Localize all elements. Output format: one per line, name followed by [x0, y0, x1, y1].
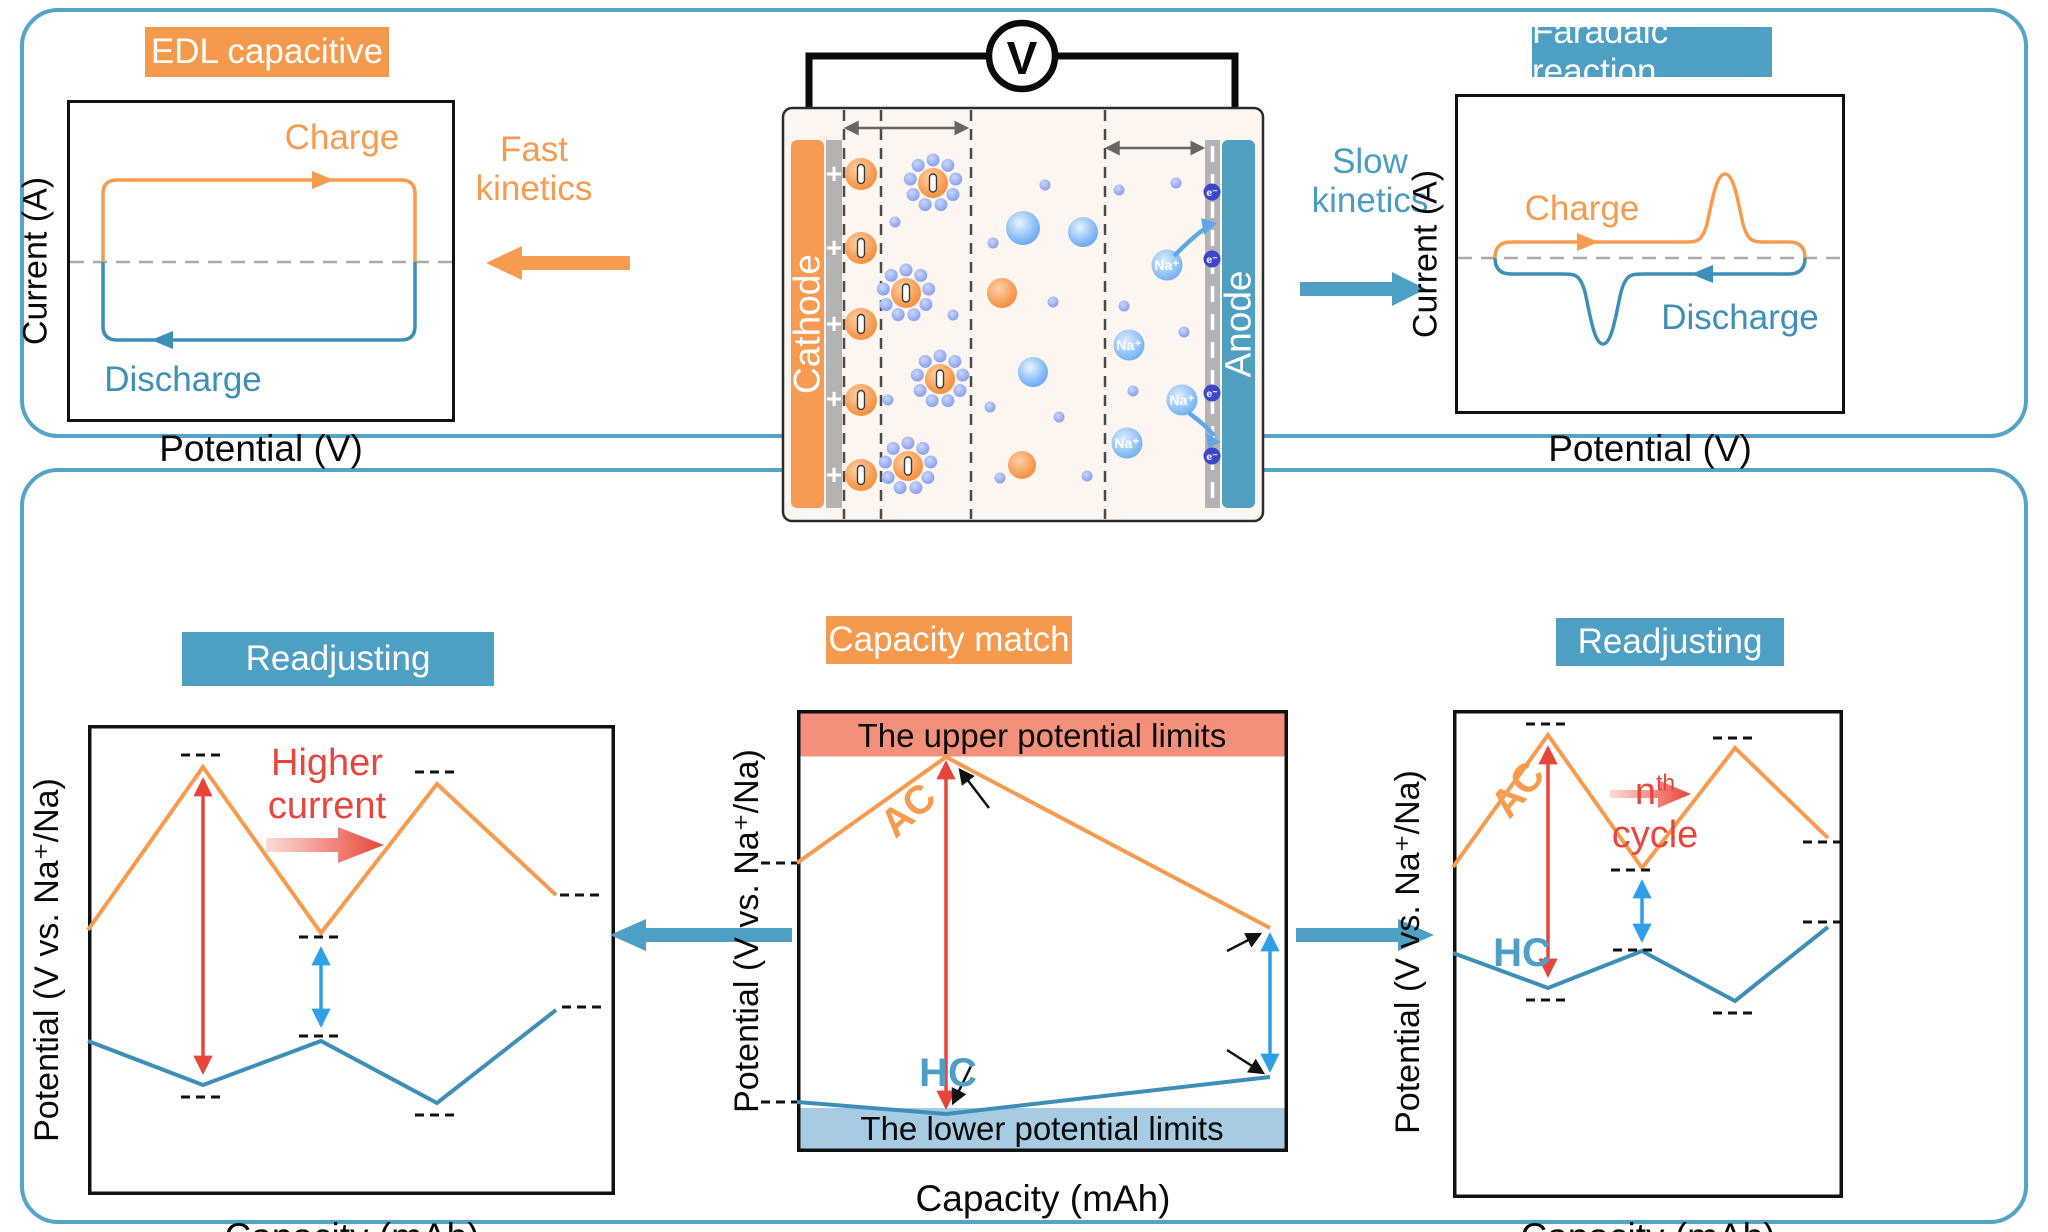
faradaic-charge-curve: [1493, 172, 1807, 259]
center-x-axis-label: Capacity (mAh): [915, 1178, 1171, 1219]
center-ac-curve: [795, 754, 1271, 930]
plus-icon: +: [826, 308, 842, 339]
cell-container: [781, 106, 1265, 523]
lower-potential-limit-band: [800, 1108, 1285, 1149]
solvent-dots: [882, 177, 1190, 484]
cell-schematic: Na⁺ e⁻ V Cathode + + + + +: [781, 19, 1265, 523]
potential-limit-ticks: [181, 753, 605, 1117]
upper-limit-label: The upper potential limits: [858, 717, 1227, 754]
readjusting-left-label: Readjusting: [245, 639, 431, 678]
center-to-left-arrow-icon: [610, 919, 792, 951]
nth-cycle-arrow-icon: [1610, 780, 1691, 808]
na-arrowhead-icon: [1201, 218, 1217, 235]
center-plot-frame: [797, 710, 1288, 1152]
center-y-axis-label: Potential (V vs. Na⁺/Na): [728, 749, 766, 1113]
fast-kinetics-label: Fast kinetics: [475, 130, 593, 209]
capacity-match-label: Capacity match: [828, 620, 1070, 659]
electrolyte-particles: [987, 211, 1098, 479]
faradaic-discharge-label: Discharge: [1661, 298, 1819, 337]
edl-charge-curve: [101, 178, 417, 262]
anode-bar: [1222, 140, 1255, 508]
center-hc-label: HC: [919, 1051, 977, 1095]
faradaic-charge-arrowhead-icon: [1577, 233, 1599, 251]
cathode-label: Cathode: [787, 254, 828, 394]
plus-icon: +: [826, 232, 842, 263]
center-to-right-arrow-icon: [1296, 919, 1434, 951]
left-hc-curve: [87, 1008, 558, 1106]
center-hc-curve: [796, 1075, 1271, 1117]
lower-limit-label: The lower potential limits: [860, 1110, 1223, 1147]
plus-icon: +: [826, 383, 842, 414]
faradaic-charge-label: Charge: [1525, 189, 1640, 228]
edl-charge-label: Charge: [285, 118, 400, 157]
left-connector-shape: [610, 919, 792, 951]
edl-discharge-arrowhead-icon: [151, 331, 173, 349]
na-arrowhead-icon: [1206, 433, 1221, 448]
potential-limit-ticks: [1526, 722, 1840, 1015]
plus-icon: +: [826, 158, 842, 189]
faradaic-banner-label: Faradaic reaction: [1532, 12, 1669, 91]
left-x-axis-label: Capacity (mAh): [152, 1216, 552, 1232]
slow-kinetics-arrow-icon: [1300, 272, 1426, 306]
edl-discharge-label: Discharge: [104, 360, 262, 399]
right-ac-curve: [1451, 731, 1830, 872]
annotation-arrows: [951, 768, 1266, 1106]
nth-cycle-line2: cycle: [1611, 813, 1699, 856]
right-x-axis-label: Capacity (mAh): [1448, 1216, 1848, 1232]
readjusting-right-label: Readjusting: [1577, 622, 1763, 661]
capacity-match-banner: Capacity match: [826, 616, 1072, 664]
higher-current-arrow-icon: [266, 827, 384, 863]
edl-cv-plot: Charge Discharge: [67, 100, 455, 422]
slow-kinetics-label: Slow kinetics: [1311, 142, 1429, 221]
edl-x-axis-label: Potential (V): [159, 428, 363, 469]
edl-charge-arrowhead-icon: [312, 171, 334, 189]
cathode-plus-charges: + + + + +: [826, 158, 842, 490]
left-ac-curve: [86, 763, 558, 937]
left-y-axis-label: Potential (V vs. Na⁺/Na): [28, 778, 66, 1142]
right-connector-shape: [1296, 919, 1434, 951]
readjusting-left-plot: [86, 725, 615, 1195]
fast-arrow-shape: [486, 246, 630, 280]
nth-n: n: [1634, 771, 1657, 814]
edl-y-axis-label: Current (A): [16, 176, 55, 346]
anode-label: Anode: [1218, 271, 1259, 378]
faradaic-reaction-banner: Faradaic reaction: [1532, 12, 1772, 91]
capacity-match-plot: The upper potential limits The lower pot…: [761, 710, 1288, 1152]
fast-kinetics-arrow-icon: [486, 246, 630, 280]
edl-banner-label: EDL capacitive: [150, 32, 384, 71]
edl-discharge-curve: [101, 262, 417, 342]
faradaic-y-axis-label: Current (A): [1406, 169, 1445, 339]
faradaic-discharge-curve: [1493, 257, 1807, 346]
faradaic-plot-frame: [1455, 94, 1845, 414]
upper-potential-limit-band: [800, 713, 1285, 757]
higher-current-label: Higher current: [267, 742, 387, 827]
slow-arrow-shape: [1300, 272, 1426, 306]
readjusting-left-banner: Readjusting: [182, 632, 494, 686]
na-migration-arrows: [1172, 218, 1221, 448]
faradaic-x-axis-label: Potential (V): [1548, 428, 1752, 469]
voltmeter-label: V: [1007, 32, 1038, 84]
plus-icon: +: [826, 459, 842, 490]
cathode-collector-strip: [826, 140, 842, 508]
readjusting-right-banner: Readjusting: [1556, 618, 1784, 666]
cathode-bar: [791, 140, 824, 508]
faradaic-cv-plot: Charge Discharge: [1455, 94, 1845, 414]
edl-capacitive-banner: EDL capacitive: [145, 27, 389, 77]
right-hc-label: HC: [1493, 931, 1551, 975]
faradaic-discharge-arrowhead-icon: [1691, 265, 1713, 283]
right-hc-curve: [1452, 925, 1830, 1004]
right-y-axis-label: Potential (V vs. Na⁺/Na): [1389, 770, 1427, 1134]
voltmeter-icon: [985, 19, 1059, 93]
nth-cycle-line1: nth: [1634, 769, 1676, 814]
nth-cycle-label: nth cycle: [1593, 728, 1717, 899]
readjusting-right-plot: AC HC: [1451, 710, 1843, 1198]
nth-sup: th: [1656, 769, 1676, 796]
